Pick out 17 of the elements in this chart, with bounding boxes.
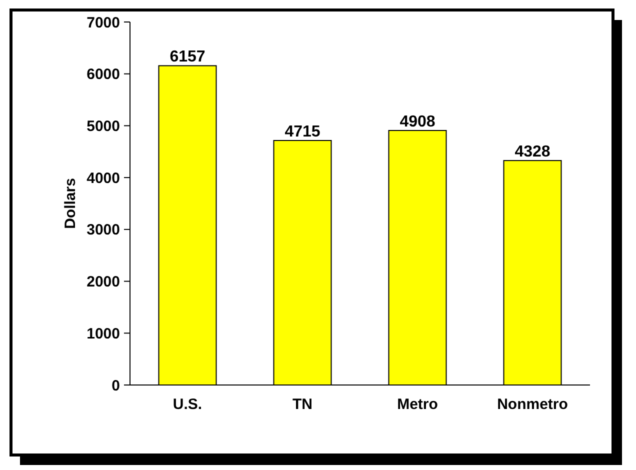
y-tick-label: 0 [112, 377, 120, 394]
data-label: 4715 [284, 123, 320, 140]
data-label: 4328 [514, 144, 550, 161]
y-tick-label: 3000 [86, 222, 120, 239]
data-label: 6157 [170, 48, 206, 66]
y-tick-label: 2000 [86, 274, 120, 291]
x-tick-label: Metro [397, 396, 438, 413]
y-tick-label: 7000 [86, 14, 120, 32]
y-tick-label: 5000 [86, 118, 120, 135]
data-label: 4908 [400, 113, 436, 130]
y-tick-label: 1000 [86, 325, 120, 342]
y-axis-title: Dollars [62, 178, 79, 229]
x-tick-label: TN [292, 396, 312, 413]
y-tick-label: 6000 [86, 66, 120, 84]
y-tick-label: 4000 [86, 170, 120, 187]
x-tick-label: U.S. [172, 396, 202, 413]
x-tick-label: Nonmetro [497, 396, 568, 413]
